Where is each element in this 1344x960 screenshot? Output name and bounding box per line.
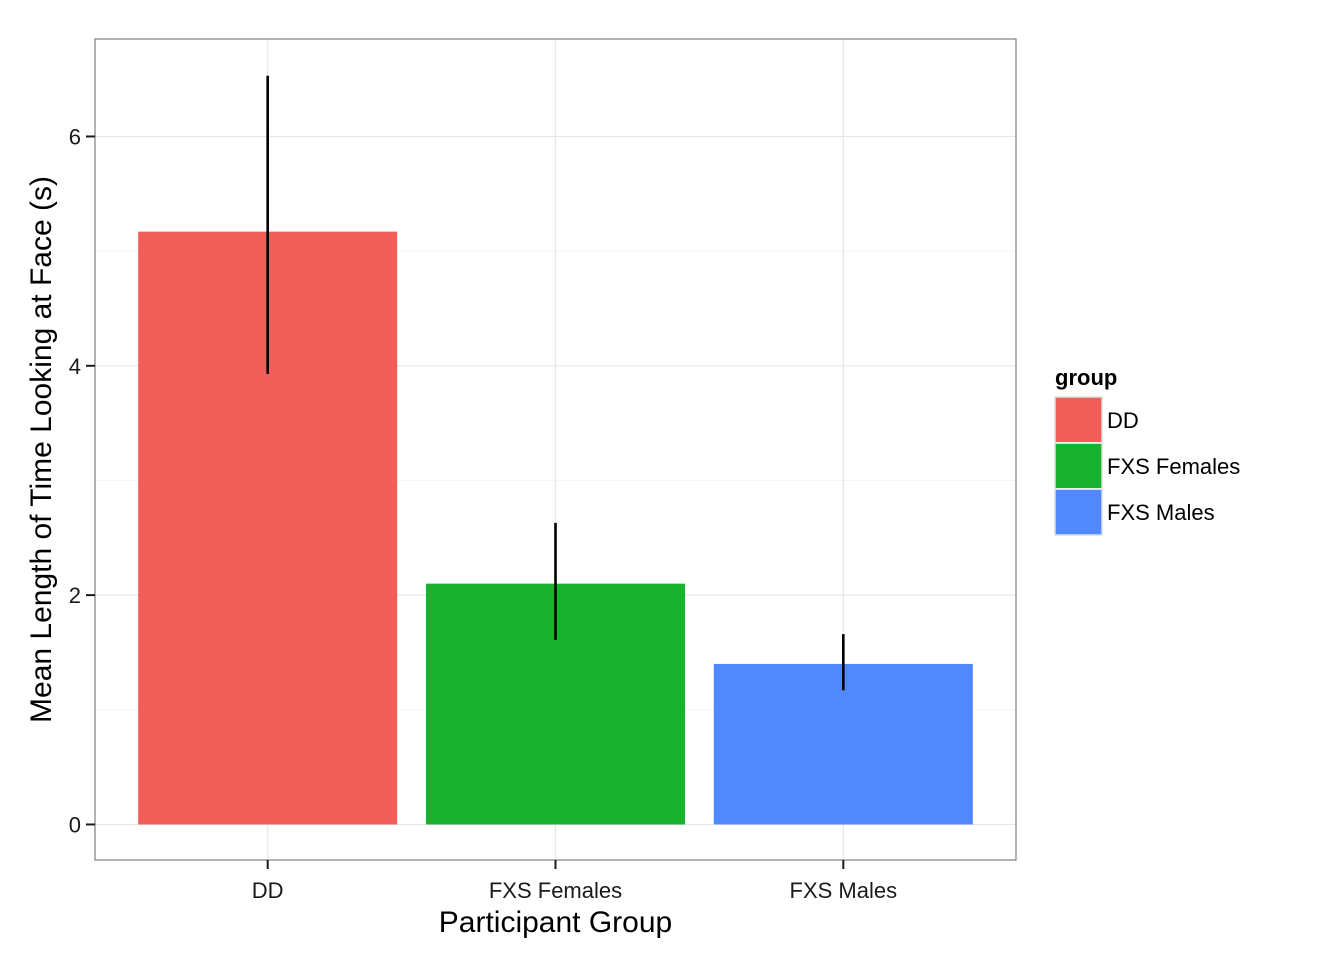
x-tick-label: FXS Males — [790, 878, 898, 903]
legend-label: FXS Males — [1107, 500, 1215, 525]
legend: group DD FXS Females FXS Males — [1054, 365, 1240, 536]
bars — [138, 231, 973, 825]
x-tick-label: FXS Females — [489, 878, 622, 903]
x-tick-label: DD — [252, 878, 284, 903]
legend-title: group — [1055, 365, 1117, 390]
legend-label: DD — [1107, 408, 1139, 433]
y-tick-label: 0 — [69, 812, 81, 837]
legend-label: FXS Females — [1107, 454, 1240, 479]
y-tick-label: 2 — [69, 583, 81, 608]
legend-key — [1054, 396, 1103, 444]
legend-key-border — [1054, 396, 1103, 536]
legend-key — [1054, 488, 1103, 536]
y-tick-label: 6 — [69, 124, 81, 149]
y-axis: 0 2 4 6 — [69, 124, 95, 837]
legend-key — [1054, 442, 1103, 490]
x-axis: DD FXS Females FXS Males — [252, 860, 897, 903]
y-tick-label: 4 — [69, 354, 81, 379]
bar-fxs-males — [713, 663, 973, 825]
error-bars — [266, 75, 845, 691]
y-axis-title: Mean Length of Time Looking at Face (s) — [25, 176, 58, 723]
x-axis-title: Participant Group — [439, 906, 672, 939]
